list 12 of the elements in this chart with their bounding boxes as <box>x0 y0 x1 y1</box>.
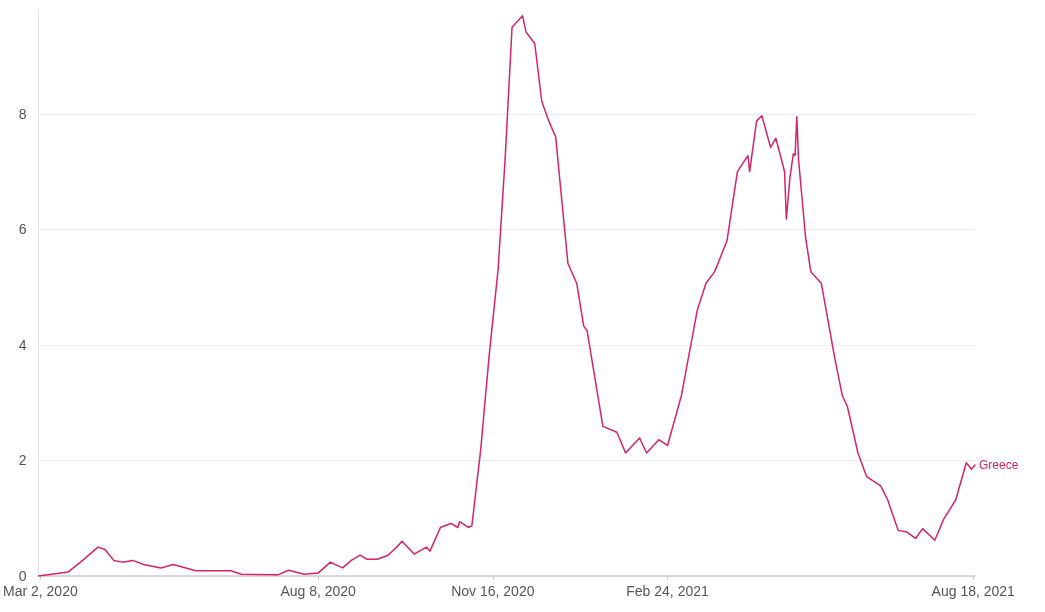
y-tick-label: 4 <box>18 336 27 353</box>
x-tick-label: Mar 2, 2020 <box>3 583 78 599</box>
x-tick-label: Feb 24, 2021 <box>626 583 709 599</box>
y-tick-label: 0 <box>18 568 27 584</box>
line-series <box>37 15 976 577</box>
x-tick-label: Aug 18, 2021 <box>931 583 1016 599</box>
y-tick-label: 6 <box>18 221 27 238</box>
x-tick-label: Aug 8, 2020 <box>280 583 357 599</box>
y-tick-label: 2 <box>18 452 27 469</box>
x-tick-label: Nov 16, 2020 <box>451 583 535 599</box>
y-tick-label: 8 <box>18 105 27 122</box>
series-label: Greece <box>979 458 1019 473</box>
